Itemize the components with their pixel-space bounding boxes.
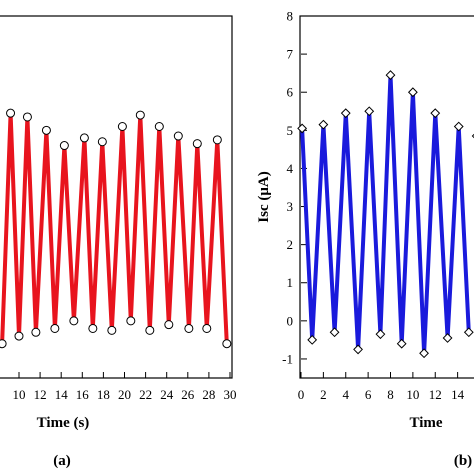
series-a-marker — [212, 135, 222, 145]
series-a-marker — [154, 122, 164, 132]
series-a-marker — [31, 327, 41, 337]
y-axis-b-tick-label: -1 — [282, 351, 293, 366]
y-axis-b-tick-label: 4 — [287, 161, 294, 176]
series-b-marker — [453, 121, 464, 132]
y-ticks-b: -1 0 1 2 3 4 5 6 7 8 — [282, 9, 307, 366]
x-ticks-a: 10 12 14 16 18 20 22 24 26 28 30 — [12, 372, 237, 402]
y-axis-b-tick-label: 2 — [287, 237, 294, 252]
series-b — [297, 70, 474, 359]
series-b-marker — [307, 334, 318, 345]
y-axis-label-b: Isc (μA) — [256, 171, 272, 222]
x-axis-b-tick-label: 8 — [387, 387, 394, 402]
series-a-marker — [79, 133, 89, 143]
y-axis-b-tick-label: 6 — [287, 85, 294, 100]
series-a-marker — [22, 112, 32, 122]
series-a-marker — [107, 325, 117, 335]
x-axis-b-tick-label: 12 — [429, 387, 442, 402]
series-a-marker — [6, 108, 16, 118]
series-a-marker — [14, 331, 24, 341]
series-a-marker — [135, 110, 145, 120]
series-a-marker — [145, 325, 155, 335]
y-axis-b-tick-label: 3 — [287, 199, 294, 214]
series-b-marker — [340, 108, 351, 119]
series-b-line — [300, 75, 471, 354]
series-a-marker — [69, 316, 79, 326]
series-a-marker — [184, 323, 194, 333]
x-axis-b-tick-label: 4 — [343, 387, 350, 402]
series-b-marker — [430, 108, 441, 119]
series-b-marker — [396, 338, 407, 349]
series-a-line — [0, 113, 229, 344]
x-axis-label-a: Time (s) — [37, 415, 90, 431]
y-axis-b-tick-label: 7 — [287, 47, 294, 62]
y-axis-b-tick-label: 1 — [287, 275, 294, 290]
series-b-marker — [297, 123, 308, 134]
x-axis-a-tick-label: 22 — [139, 387, 152, 402]
x-axis-a-tick-label: 20 — [118, 387, 131, 402]
x-axis-label-b: Time — [409, 415, 442, 431]
plot-frame-a — [0, 15, 233, 379]
chart-panel-a: 10 12 14 16 18 20 22 24 26 28 30 Time (s) (a) — [0, 15, 237, 469]
x-axis-a-tick-label: 16 — [76, 387, 90, 402]
series-a-marker — [192, 139, 202, 149]
series-a-marker — [117, 122, 127, 132]
series-a-marker — [202, 323, 212, 333]
panel-label-b: (b) — [454, 453, 472, 469]
series-b-marker — [442, 333, 453, 343]
y-axis-b-tick-label: 0 — [287, 313, 294, 328]
series-a-marker — [41, 125, 51, 135]
x-axis-b-tick-label: 6 — [365, 387, 372, 402]
x-axis-a-tick-label: 28 — [202, 387, 215, 402]
x-axis-a-tick-label: 18 — [97, 387, 110, 402]
series-b-marker — [419, 348, 429, 359]
series-a-marker — [126, 316, 136, 326]
series-a-marker — [164, 320, 174, 330]
x-axis-b-tick-label: 2 — [320, 387, 327, 402]
series-a — [0, 108, 232, 349]
x-axis-b-tick-label: 10 — [406, 387, 419, 402]
x-axis-a-tick-label: 26 — [181, 387, 195, 402]
x-axis-a-tick-label: 30 — [224, 387, 237, 402]
series-b-marker — [375, 329, 386, 340]
x-axis-a-tick-label: 14 — [55, 387, 69, 402]
series-b-marker — [364, 106, 375, 117]
series-b-marker — [318, 119, 329, 130]
series-a-marker — [222, 339, 232, 349]
y-axis-b-tick-label: 5 — [287, 123, 294, 138]
x-axis-b-tick-label: 14 — [451, 387, 465, 402]
series-a-marker — [59, 141, 69, 151]
series-b-marker — [407, 87, 418, 98]
x-ticks-b: 0 2 4 6 8 10 12 14 — [298, 372, 465, 402]
x-axis-a-tick-label: 24 — [160, 387, 174, 402]
x-axis-a-tick-label: 10 — [12, 387, 25, 402]
x-axis-a-tick-label: 12 — [34, 387, 47, 402]
y-axis-b-tick-label: 8 — [287, 9, 294, 24]
series-a-marker — [88, 323, 98, 333]
series-b-marker — [353, 344, 363, 355]
series-b-marker — [385, 70, 396, 80]
series-a-marker — [97, 137, 107, 147]
series-a-marker — [0, 339, 7, 349]
panel-label-a: (a) — [53, 453, 71, 469]
x-axis-b-tick-label: 0 — [298, 387, 305, 402]
series-b-marker — [463, 327, 474, 338]
series-b-marker — [329, 327, 340, 338]
series-a-marker — [173, 131, 183, 141]
series-a-marker — [50, 323, 60, 333]
